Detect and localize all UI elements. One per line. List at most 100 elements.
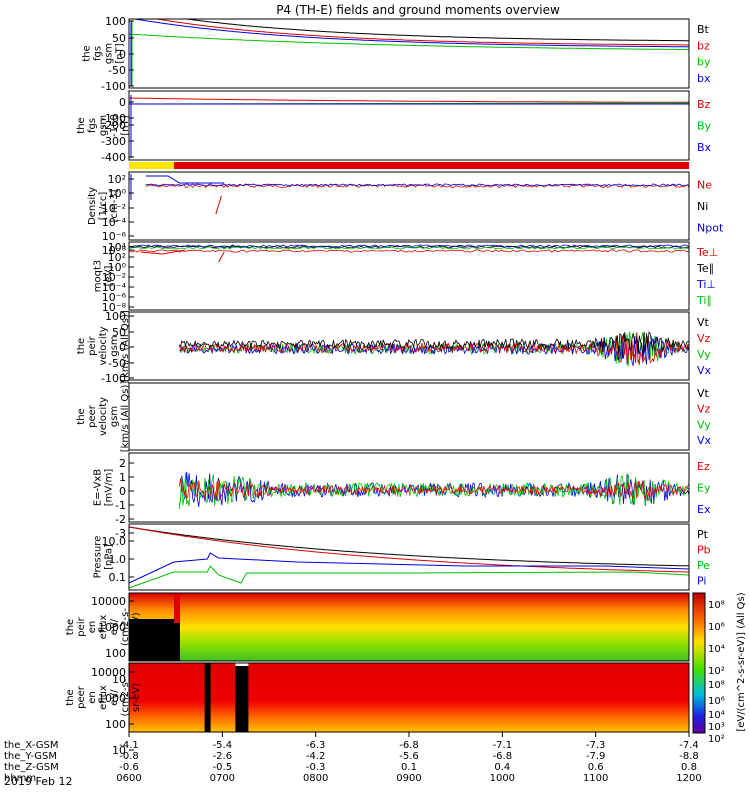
- y-tick-label: 100: [105, 647, 126, 660]
- efield-ylabel: E=-VxB [mV/m]: [93, 469, 115, 507]
- ylabel-line: gsm: [104, 43, 115, 64]
- chart-title: P4 (TH-E) fields and ground moments over…: [276, 3, 560, 17]
- y-tick-label: -100: [101, 372, 126, 385]
- legend-bx: bx: [697, 72, 711, 85]
- peir_eflux-ylabel: the peir en eflux eV/(cm2-s-sr-eV): [65, 608, 142, 646]
- y-tick-label: 10⁻²: [102, 202, 126, 215]
- peir_velocity-plot-area: [179, 331, 690, 367]
- y-tick-label: 10⁰: [108, 187, 127, 200]
- y-tick-label: 100: [105, 310, 126, 323]
- y-tick-label: 10⁴: [108, 241, 127, 254]
- y-tick-label: 2: [119, 457, 126, 470]
- ylabel-line: the: [76, 408, 87, 424]
- x-tick-label: -7.9: [586, 751, 606, 762]
- y-tick-label: 100: [105, 718, 126, 731]
- legend-ey: Ey: [697, 482, 711, 495]
- series-npot-early: [145, 175, 225, 184]
- efield-frame: [128, 452, 690, 523]
- series-teperp-dip: [218, 251, 225, 263]
- colorbar-tick-label: 10²: [708, 734, 725, 745]
- y-tick-label: 10.0: [102, 535, 127, 548]
- fgs_gsm-plot-area: [128, 18, 690, 86]
- x-tick-label: -0.6: [119, 762, 139, 773]
- y-tick-label: 10²: [108, 251, 126, 264]
- x-tick-label: 0.8: [681, 762, 697, 773]
- peer-gap-2: [235, 663, 249, 732]
- legend-vy: Vy: [697, 348, 711, 361]
- ylabel-line: [1/cc]: [98, 192, 109, 221]
- x-tick-label: -0.8: [119, 751, 139, 762]
- colorbar: 10⁸10⁶10⁴10²10⁸10⁶10⁴10³10²[eV/(cm^2-s-s…: [692, 592, 747, 745]
- series-ez: [179, 478, 690, 501]
- colorbar-tick-label: 10⁶: [708, 622, 725, 633]
- y-tick-label: -2: [115, 513, 126, 526]
- legend-bx: Bx: [697, 141, 712, 154]
- status-bar-red: [174, 162, 689, 169]
- peer_velocity-frame: [128, 382, 690, 451]
- y-tick-label: 1000: [98, 692, 126, 705]
- xaxis-row-label: hhmm: [4, 773, 36, 784]
- date-label: 2019 Feb 12: [4, 775, 72, 788]
- peer-spectrogram: [129, 663, 689, 732]
- xaxis-row-label: the_Y-GSM: [4, 751, 57, 762]
- series-pi: [128, 552, 690, 584]
- density-plot-area: [130, 174, 690, 215]
- series-tiperp: [128, 244, 690, 248]
- y-tick-label: 10⁻⁴: [102, 281, 127, 294]
- ylabel-line: peer: [87, 404, 98, 428]
- ylabel-line: fgs: [87, 118, 98, 133]
- legend-bt: Bt: [697, 23, 710, 36]
- colorbar-tick-label: 10⁶: [708, 696, 725, 707]
- xaxis-row-label: the_X-GSM: [4, 740, 58, 751]
- series-pe: [128, 565, 690, 589]
- x-tick-label: 0600: [116, 773, 141, 784]
- series-bt: [129, 18, 689, 42]
- efield-plot-area: [179, 471, 690, 509]
- legend-vt: Vt: [697, 316, 710, 329]
- peir-spectrogram: [129, 593, 689, 661]
- temperature-plot-area: [128, 244, 690, 263]
- pressure-ylabel: Pressure [nPa]: [93, 536, 115, 579]
- ylabel-line: Pressure: [93, 536, 104, 579]
- series-tipar: [128, 246, 690, 250]
- series-pt: [128, 526, 690, 567]
- legend-ni: Ni: [697, 200, 708, 213]
- x-tick-label: -0.5: [213, 762, 233, 773]
- y-tick-label: -1: [115, 499, 126, 512]
- panel-fgs_gsm_minus: 0 -100-200 -300 -400 the fgs gsm -160 [nT] Bz By Bx: [76, 90, 712, 164]
- legend-ez: Ez: [697, 460, 710, 473]
- ylabel-line: moqt3: [93, 260, 104, 293]
- legend-npot: Npot: [697, 221, 724, 234]
- y-tick-label: 10: [112, 744, 126, 757]
- ylabel-line: en: [87, 691, 98, 704]
- y-tick-label: 1: [119, 471, 126, 484]
- ylabel-line: [nPa]: [104, 544, 115, 570]
- y-tick-label: -100: [101, 80, 126, 93]
- y-tick-label: 0: [119, 485, 126, 498]
- series-ex: [179, 471, 690, 507]
- series-bx: [129, 18, 689, 48]
- legend-bz: bz: [697, 39, 710, 52]
- ylabel-line: gsm: [98, 115, 109, 136]
- x-tick-label: -6.8: [493, 751, 513, 762]
- y-tick-label: 10000: [91, 666, 126, 679]
- peer_velocity-ylabel: the peer velocity gsm [km/s (All Qs)]: [76, 381, 131, 453]
- x-tick-label: 0700: [210, 773, 235, 784]
- legend-by: By: [697, 120, 712, 133]
- peir_velocity-frame: [128, 311, 690, 381]
- ylabel-line: E=-VxB: [93, 469, 104, 506]
- legend-ti⊥: Ti⊥: [696, 278, 716, 291]
- y-tick-label: 50: [112, 32, 126, 45]
- ylabel-line: the: [82, 45, 93, 61]
- legend-ne: Ne: [697, 179, 712, 192]
- legend-bz: Bz: [697, 98, 711, 111]
- x-tick-label: 1200: [676, 773, 701, 784]
- peer_eflux-plot-area: [129, 663, 689, 732]
- y-tick-label: 0.1: [109, 571, 127, 584]
- y-tick-label: 0: [119, 341, 126, 354]
- colorbar-tick-label: 10⁸: [708, 600, 725, 611]
- ylabel-line: [nT]: [120, 115, 131, 135]
- x-tick-label: -7.4: [679, 740, 699, 751]
- ylabel-line: peir: [87, 335, 98, 355]
